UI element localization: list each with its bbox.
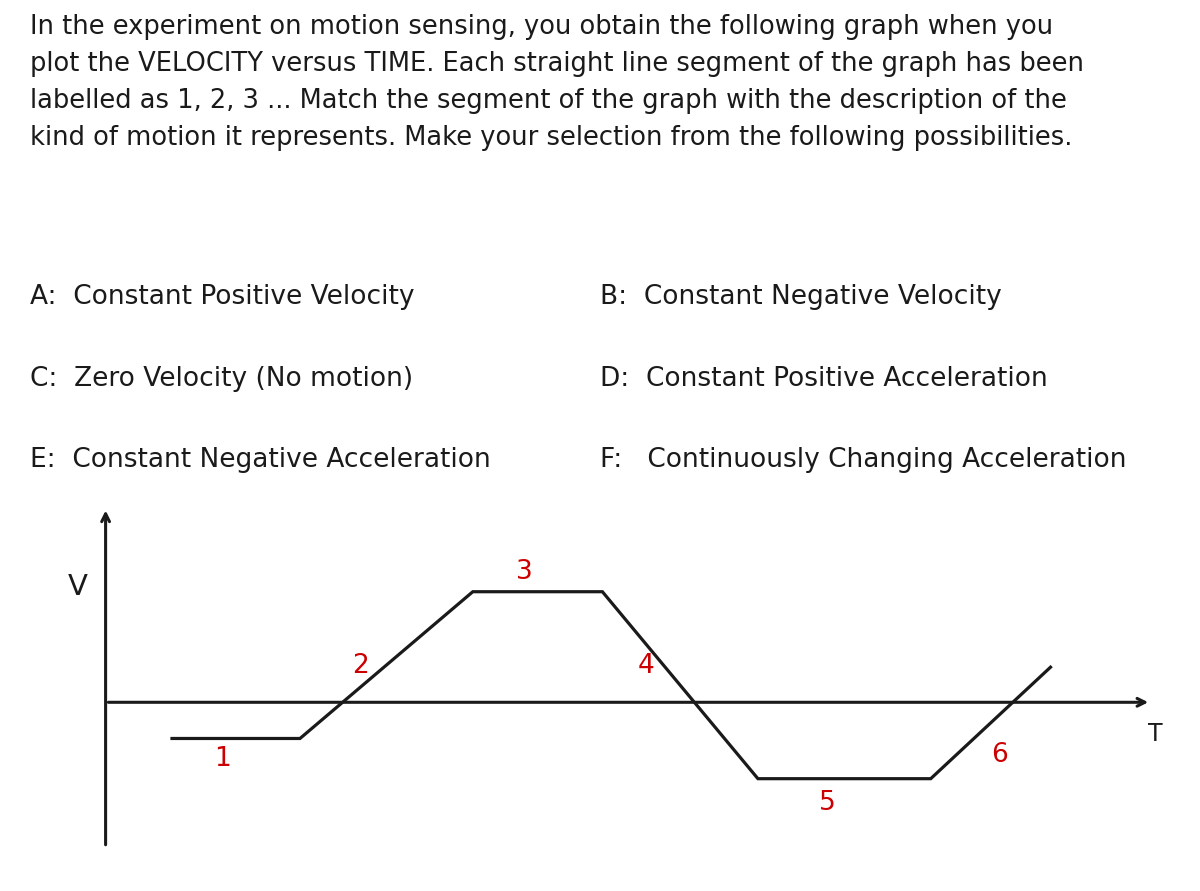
Text: 4: 4 [637,653,654,679]
Text: 5: 5 [818,789,835,816]
Text: F:   Continuously Changing Acceleration: F: Continuously Changing Acceleration [600,447,1127,473]
Text: 2: 2 [352,653,368,679]
Text: 3: 3 [516,559,533,584]
Text: A:  Constant Positive Velocity: A: Constant Positive Velocity [30,284,414,310]
Text: 6: 6 [991,741,1008,767]
Text: D:  Constant Positive Acceleration: D: Constant Positive Acceleration [600,365,1048,392]
Text: In the experiment on motion sensing, you obtain the following graph when you
plo: In the experiment on motion sensing, you… [30,14,1084,151]
Text: B:  Constant Negative Velocity: B: Constant Negative Velocity [600,284,1002,310]
Text: C:  Zero Velocity (No motion): C: Zero Velocity (No motion) [30,365,413,392]
Text: T: T [1148,723,1163,747]
Text: V: V [68,573,88,601]
Text: E:  Constant Negative Acceleration: E: Constant Negative Acceleration [30,447,491,473]
Text: 1: 1 [214,746,230,772]
